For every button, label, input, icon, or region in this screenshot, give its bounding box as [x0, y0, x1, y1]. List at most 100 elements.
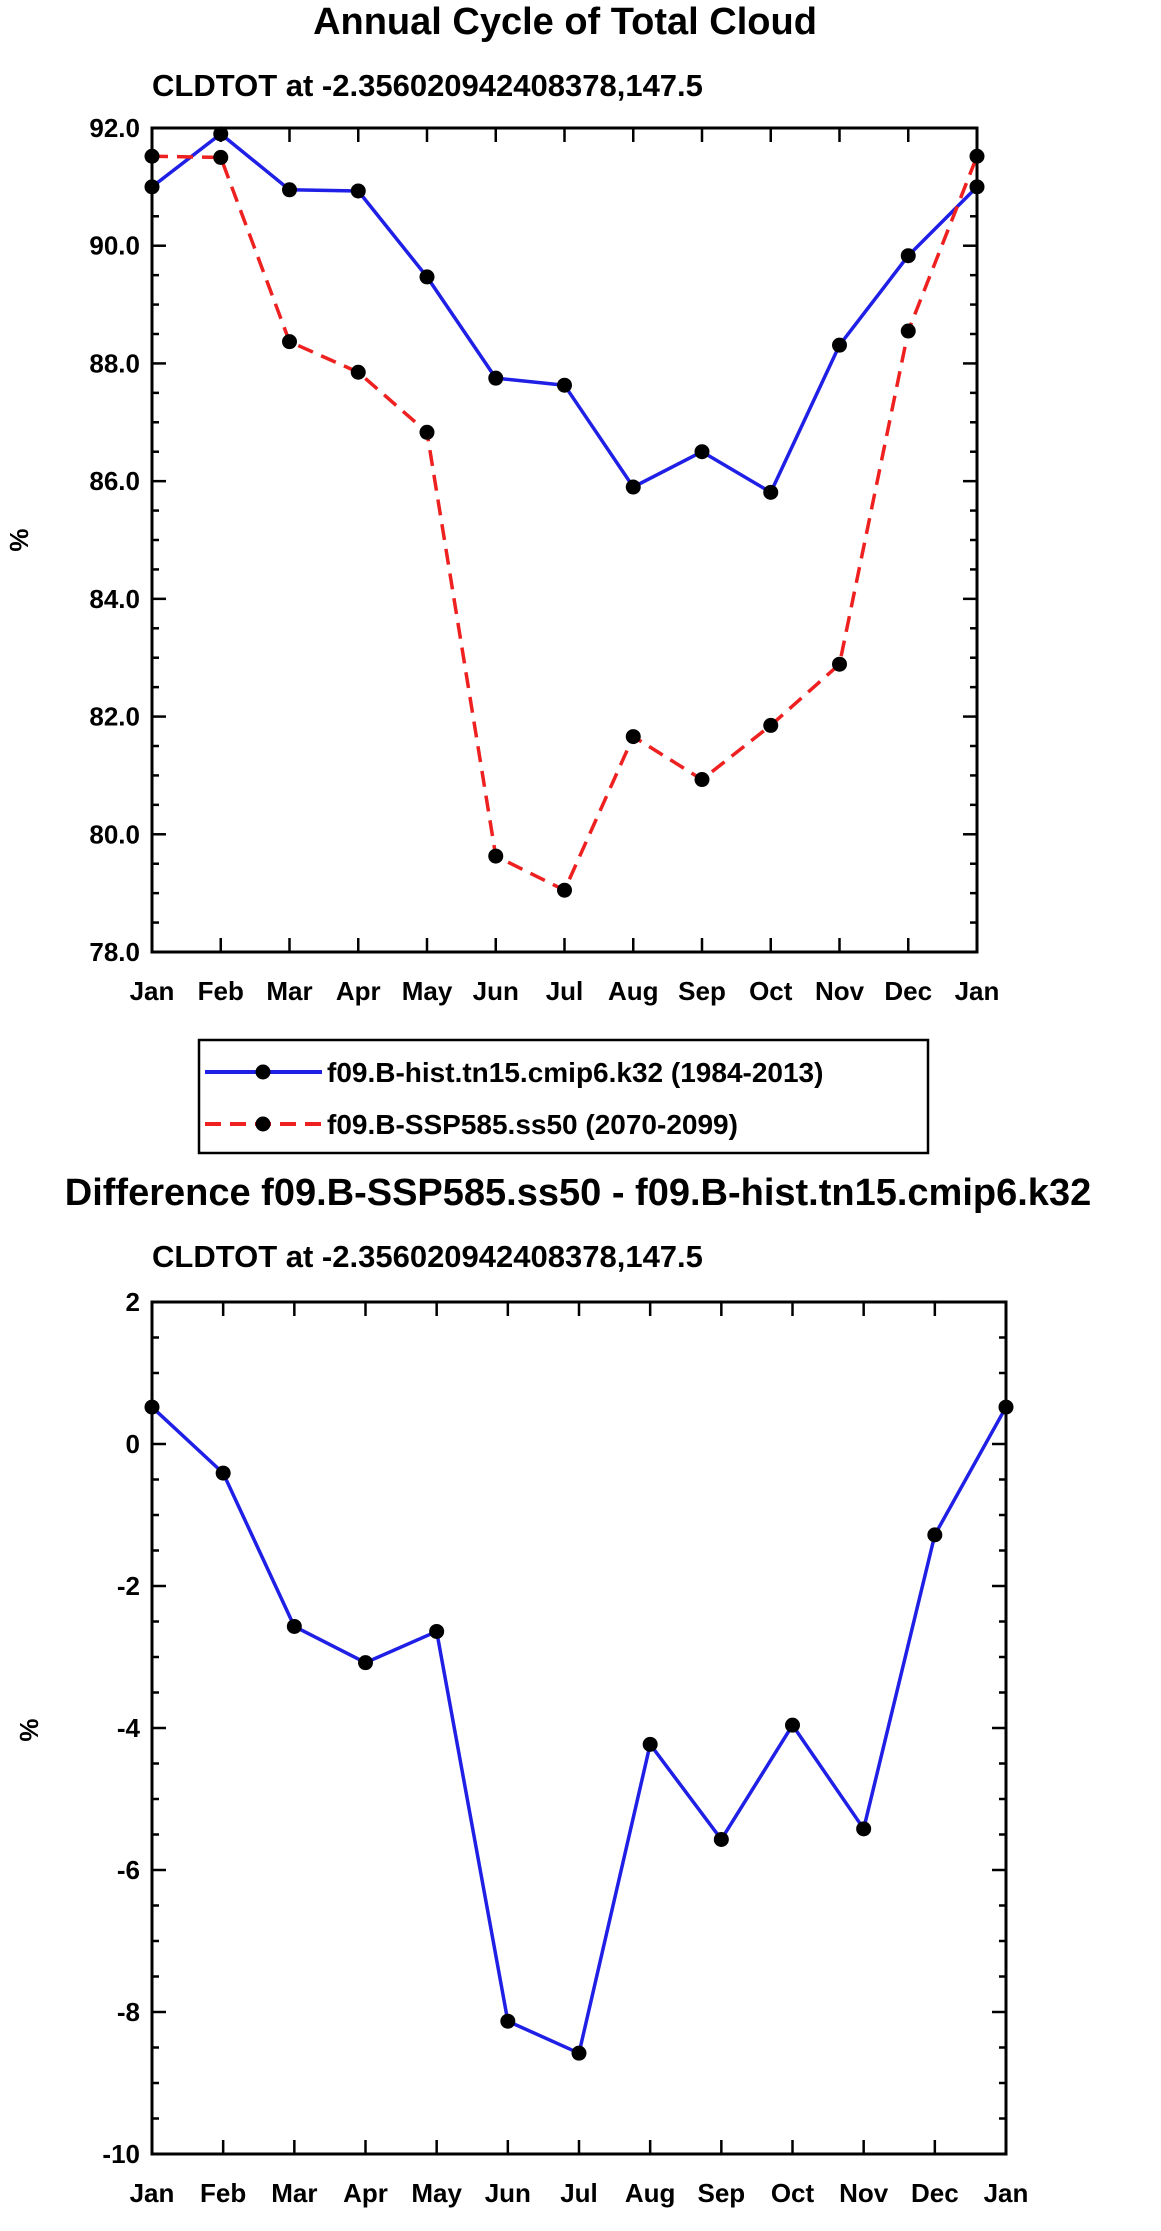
top-chart-xtick-label: Sep	[678, 976, 726, 1006]
bottom-chart-xtick-label: May	[411, 2178, 462, 2208]
top-chart-series-0-point	[832, 337, 847, 353]
bottom-chart-series-0-point	[358, 1655, 373, 1671]
bottom-chart-series-0-point	[429, 1623, 445, 1639]
top-chart-series-1-point	[832, 656, 847, 672]
legend-box	[197, 1038, 930, 1155]
top-chart-legend: f09.B-hist.tn15.cmip6.k32 (1984-2013) f0…	[197, 1038, 930, 1155]
top-chart-ytick-label: 84.0	[89, 584, 140, 614]
top-chart-series-1-point	[969, 148, 985, 164]
top-chart-ytick-label: 78.0	[89, 937, 140, 967]
bottom-chart-ytick-label: 2	[126, 1287, 140, 1317]
bottom-chart-title: Difference f09.B-SSP585.ss50 - f09.B-his…	[65, 1172, 1091, 1214]
top-chart-series-line-0	[150, 132, 979, 495]
bottom-chart-ytick-label: -4	[117, 1713, 141, 1743]
top-chart-series-0-point	[282, 182, 297, 198]
top-chart-series-1-point	[350, 364, 366, 380]
bottom-chart-series-0-point	[713, 1831, 729, 1847]
bottom-chart: Difference f09.B-SSP585.ss50 - f09.B-his…	[14, 1172, 1091, 2208]
bottom-chart-frame	[150, 1300, 1008, 2156]
top-chart-xtick-label: Nov	[815, 976, 865, 1006]
bottom-chart-xtick-label: Mar	[271, 2178, 317, 2208]
bottom-chart-ytick-label: -10	[102, 2139, 140, 2169]
legend-marker-ssp	[255, 1116, 271, 1132]
top-chart-subtitle: CLDTOT at -2.356020942408378,147.5	[152, 68, 703, 103]
bottom-chart-ytick-label: -6	[117, 1855, 140, 1885]
bottom-chart-series-0-point	[571, 2045, 587, 2061]
top-chart-xtick-label: Jul	[546, 976, 584, 1006]
top-chart-ytick-label: 82.0	[89, 702, 140, 732]
bottom-chart-series-0-point	[785, 1717, 800, 1733]
bottom-chart-series-line-0	[150, 1405, 1008, 2055]
top-chart-xtick-label: Dec	[884, 976, 932, 1006]
bottom-chart-series-0-point	[998, 1399, 1014, 1415]
top-chart-series-0-point	[969, 179, 985, 195]
top-chart-title: Annual Cycle of Total Cloud	[313, 1, 817, 43]
bottom-chart-xtick-label: Sep	[697, 2178, 745, 2208]
top-chart-series-0-point	[144, 179, 160, 195]
bottom-chart-series-0-point	[500, 2013, 516, 2029]
top-chart-series-0-point	[900, 248, 916, 264]
top-chart-ytick-label: 86.0	[89, 466, 140, 496]
top-chart-xtick-label: Apr	[336, 976, 381, 1006]
legend-marker-hist	[255, 1064, 271, 1080]
top-chart-ytick-label: 90.0	[89, 231, 140, 261]
top-chart-series-0-point	[763, 484, 779, 500]
top-chart-xtick-label: Aug	[608, 976, 659, 1006]
top-chart-ytick-label: 88.0	[89, 348, 140, 378]
top-chart-series-0-point	[557, 377, 572, 393]
top-chart-series-1-point	[763, 717, 779, 733]
bottom-chart-xtick-label: Oct	[771, 2178, 815, 2208]
top-chart-ytick-label: 92.0	[89, 113, 140, 143]
top-chart-xtick-label: Mar	[266, 976, 312, 1006]
legend-label-hist: f09.B-hist.tn15.cmip6.k32 (1984-2013)	[327, 1057, 823, 1088]
bottom-chart-series-0-point	[642, 1736, 658, 1752]
top-chart-series-0-point	[213, 126, 229, 142]
bottom-chart-series-0-point	[927, 1527, 943, 1543]
bottom-chart-xtick-label: Jul	[560, 2178, 598, 2208]
top-chart-series-1-point	[557, 882, 572, 898]
top-chart-series-1-point	[419, 424, 435, 440]
legend-label-ssp: f09.B-SSP585.ss50 (2070-2099)	[327, 1109, 738, 1140]
top-chart-series-0-point	[488, 370, 504, 386]
bottom-chart-ytick-label: -8	[117, 1997, 140, 2027]
bottom-chart-xtick-label: Feb	[200, 2178, 246, 2208]
top-chart-series-line-1	[151, 154, 979, 892]
top-chart-series-1-point	[488, 848, 504, 864]
bottom-chart-xtick-label: Dec	[911, 2178, 959, 2208]
bottom-chart-series-0-point	[286, 1618, 302, 1634]
top-chart-ytick-label: 80.0	[89, 819, 140, 849]
top-chart-xtick-label: Jan	[130, 976, 175, 1006]
bottom-chart-xtick-label: Jun	[485, 2178, 531, 2208]
top-chart-xtick-label: Feb	[198, 976, 244, 1006]
bottom-chart-series-0-point	[856, 1821, 872, 1837]
bottom-plot-area: -10 -8 -6 -4 -2 0 2 Jan Feb Mar Apr May Jun Jul Aug Sep…	[102, 1287, 1028, 2208]
bottom-chart-ytick-label: 0	[126, 1429, 140, 1459]
top-chart-series-1-point	[900, 323, 916, 339]
bottom-chart-xtick-label: Aug	[625, 2178, 676, 2208]
bottom-chart-xtick-label: Jan	[984, 2178, 1029, 2208]
top-chart-series-1-point	[213, 149, 229, 165]
top-chart-xtick-label: Jun	[473, 976, 519, 1006]
bottom-chart-ylabel: %	[14, 1718, 44, 1741]
top-chart-series-0-point	[350, 183, 366, 199]
top-chart-series-1-point	[282, 334, 297, 350]
top-chart-xtick-label: May	[402, 976, 453, 1006]
top-chart-series-0-point	[625, 479, 641, 495]
top-chart-ylabel: %	[4, 528, 34, 551]
bottom-chart-subtitle: CLDTOT at -2.356020942408378,147.5	[152, 1239, 703, 1274]
top-chart-xtick-label: Jan	[955, 976, 1000, 1006]
top-chart-frame	[150, 126, 979, 954]
top-chart-series-1-point	[144, 148, 160, 164]
top-chart-series-0-point	[419, 269, 435, 285]
bottom-chart-xtick-label: Apr	[343, 2178, 388, 2208]
bottom-chart-series-0-point	[144, 1399, 160, 1415]
top-chart: Annual Cycle of Total Cloud CLDTOT at -2…	[4, 1, 999, 1155]
top-chart-series-1-point	[625, 729, 641, 745]
top-chart-series-0-point	[694, 444, 710, 460]
top-chart-series-1-point	[694, 772, 710, 788]
bottom-chart-ytick-label: -2	[117, 1571, 140, 1601]
top-chart-xtick-label: Oct	[749, 976, 793, 1006]
bottom-chart-xtick-label: Nov	[839, 2178, 889, 2208]
bottom-chart-series-0-point	[215, 1465, 231, 1481]
top-plot-area: 78.0 80.0 82.0 84.0 86.0 88.0 90.0 92.0 Jan Feb Ma…	[89, 113, 999, 1006]
